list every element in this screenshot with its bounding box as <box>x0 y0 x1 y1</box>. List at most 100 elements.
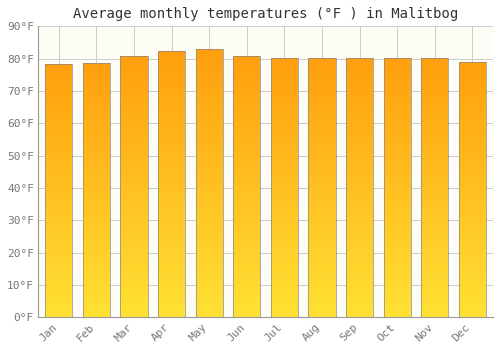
Bar <box>346 295 373 298</box>
Bar <box>233 154 260 158</box>
Bar <box>46 283 72 286</box>
Bar <box>421 155 448 159</box>
Bar <box>120 56 148 317</box>
Bar <box>421 88 448 91</box>
Bar <box>459 298 486 301</box>
Bar <box>233 308 260 311</box>
Bar <box>384 240 410 243</box>
Bar <box>421 207 448 211</box>
Bar <box>46 102 72 105</box>
Bar <box>46 197 72 200</box>
Bar <box>233 281 260 285</box>
Bar <box>459 167 486 170</box>
Bar <box>459 202 486 206</box>
Bar <box>83 196 110 200</box>
Bar <box>271 256 298 259</box>
Bar <box>346 139 373 142</box>
Bar <box>421 237 448 240</box>
Bar <box>83 174 110 177</box>
Bar <box>46 216 72 219</box>
Bar <box>421 308 448 311</box>
Bar <box>308 214 336 217</box>
Bar <box>308 162 336 165</box>
Bar <box>158 278 185 281</box>
Bar <box>233 203 260 206</box>
Bar <box>46 90 72 93</box>
Bar <box>233 262 260 265</box>
Bar <box>421 298 448 301</box>
Bar <box>308 142 336 146</box>
Bar <box>346 314 373 317</box>
Bar <box>421 162 448 165</box>
Bar <box>308 288 336 292</box>
Bar <box>83 203 110 206</box>
Bar <box>459 209 486 212</box>
Bar <box>83 148 110 152</box>
Bar <box>158 144 185 147</box>
Bar <box>196 79 222 83</box>
Bar <box>384 194 410 197</box>
Bar <box>384 130 410 133</box>
Bar <box>308 224 336 227</box>
Bar <box>308 185 336 188</box>
Bar <box>421 275 448 279</box>
Bar <box>120 256 148 259</box>
Bar <box>346 68 373 71</box>
Bar <box>459 260 486 263</box>
Bar <box>46 286 72 289</box>
Bar <box>421 314 448 317</box>
Bar <box>421 181 448 185</box>
Bar <box>83 177 110 181</box>
Bar <box>83 254 110 257</box>
Bar <box>233 226 260 229</box>
Bar <box>459 257 486 260</box>
Bar <box>271 188 298 191</box>
Bar <box>233 265 260 268</box>
Bar <box>421 126 448 130</box>
Bar <box>384 117 410 120</box>
Bar <box>233 216 260 219</box>
Bar <box>421 178 448 181</box>
Bar <box>308 152 336 155</box>
Bar <box>271 152 298 155</box>
Bar <box>308 314 336 317</box>
Bar <box>346 198 373 201</box>
Bar <box>271 210 298 214</box>
Bar <box>421 227 448 230</box>
Bar <box>346 168 373 172</box>
Bar <box>158 287 185 291</box>
Bar <box>346 250 373 253</box>
Bar <box>346 207 373 211</box>
Bar <box>196 277 222 281</box>
Bar <box>233 246 260 249</box>
Bar <box>196 234 222 237</box>
Bar <box>196 177 222 180</box>
Bar <box>196 187 222 190</box>
Bar <box>158 301 185 304</box>
Bar <box>421 58 448 62</box>
Bar <box>46 93 72 96</box>
Bar <box>46 308 72 311</box>
Bar <box>158 204 185 208</box>
Bar <box>196 314 222 317</box>
Bar <box>421 81 448 84</box>
Bar <box>421 292 448 295</box>
Bar <box>83 216 110 219</box>
Bar <box>120 158 148 161</box>
Bar <box>158 181 185 184</box>
Bar <box>120 89 148 92</box>
Bar <box>158 78 185 81</box>
Bar <box>120 125 148 128</box>
Bar <box>46 289 72 292</box>
Bar <box>384 301 410 304</box>
Bar <box>46 194 72 197</box>
Bar <box>308 117 336 120</box>
Bar <box>421 185 448 188</box>
Bar <box>120 69 148 72</box>
Bar <box>308 120 336 123</box>
Bar <box>421 256 448 259</box>
Bar <box>233 314 260 317</box>
Bar <box>271 110 298 113</box>
Bar <box>120 288 148 291</box>
Bar <box>83 136 110 139</box>
